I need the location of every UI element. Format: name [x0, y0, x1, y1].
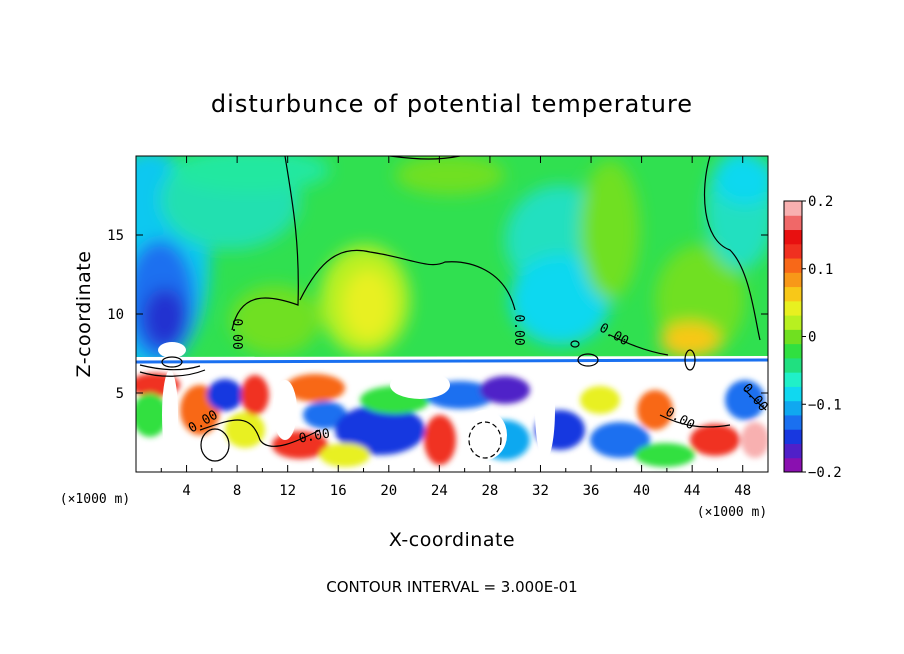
upper-layer-blobs: [136, 156, 768, 370]
lower-layer-blobs: [136, 373, 768, 467]
y-tick-label: 5: [116, 386, 124, 402]
contour-label: 0.00: [229, 318, 244, 349]
colorbar-swatch: [784, 357, 802, 373]
contour-line: [703, 156, 761, 341]
contour-line: [139, 369, 206, 377]
colorbar-swatch: [784, 372, 802, 387]
x-unit-right: (×1000 m): [697, 505, 767, 520]
colorbar-swatch: [784, 315, 802, 330]
colorbar-tick-label: −0.2: [808, 465, 842, 481]
contour-interval: CONTOUR INTERVAL = 3.000E-01: [326, 578, 577, 596]
contour-line: [389, 156, 461, 160]
contour-lines: [139, 156, 767, 462]
x-tick-label: 12: [279, 483, 296, 499]
colorbar-swatch: [784, 400, 802, 416]
colorbar-swatch: [784, 414, 802, 430]
contour-line: [139, 364, 201, 371]
x-tick-label: 48: [734, 483, 751, 499]
chart-title: disturbunce of potential temperature: [211, 90, 693, 118]
colorbar-swatch: [784, 443, 802, 459]
x-tick-label: 32: [532, 483, 549, 499]
colorbar-swatch: [784, 386, 802, 402]
colorbar-swatch: [784, 343, 802, 359]
y-tick-label: 10: [107, 307, 124, 323]
y-axis-label: Z-coordinate: [73, 251, 95, 378]
x-tick-label: 4: [182, 483, 190, 499]
x-unit-left: (×1000 m): [60, 492, 130, 507]
colorbar-swatch: [784, 229, 802, 245]
x-tick-label: 20: [380, 483, 397, 499]
contour-label: 0.00: [298, 426, 331, 446]
contour-line: [299, 249, 516, 311]
x-tick-label: 44: [684, 483, 701, 499]
colorbar-swatch: [784, 300, 802, 316]
heatmap-field: [136, 156, 768, 472]
colorbar-tick-label: 0.1: [808, 262, 833, 278]
colorbar-swatch: [784, 243, 802, 259]
colorbar-swatch: [784, 201, 802, 216]
interface-line: [136, 356, 768, 359]
x-tick-label: 40: [633, 483, 650, 499]
contour-line: [744, 389, 767, 411]
colorbar-swatch: [784, 286, 802, 302]
colorbar-swatch: [784, 429, 802, 444]
plot-area: 0.00 0.00 0.000.000.000.000.00: [135, 155, 770, 473]
contour-ellipse: [577, 353, 599, 367]
x-tick-label: 16: [330, 483, 347, 499]
colorbar-swatch: [784, 272, 802, 288]
x-tick-label: 36: [583, 483, 600, 499]
colorbar-tick-label: 0: [808, 330, 816, 346]
contour-ellipse: [570, 340, 580, 348]
contour-line: [231, 156, 299, 331]
y-axis: 5 10 15: [107, 228, 768, 402]
colorbar-swatch: [784, 457, 802, 473]
colorbar-swatch: [784, 258, 802, 273]
x-tick-label: 28: [481, 483, 498, 499]
contour-line: [609, 334, 669, 356]
interface-band: [136, 358, 768, 364]
colorbar-swatch: [784, 329, 802, 345]
contour-ellipse: [161, 356, 183, 368]
colorbar-tick-label: −0.1: [808, 397, 842, 413]
contour-line: [199, 419, 321, 447]
colorbar-tick-label: 0.2: [808, 194, 833, 210]
x-tick-label: 8: [233, 483, 241, 499]
colorbar-swatch: [784, 215, 802, 231]
contour-ellipse: [200, 428, 230, 462]
colorbar: 0.2 0.1 0 −0.1 −0.2: [783, 194, 842, 481]
contour-ellipse: [684, 349, 696, 371]
x-axis-label: X-coordinate: [389, 529, 515, 551]
x-axis: 4 8 12 16 20 24 28 32 36 40 44 48: [160, 156, 751, 499]
x-tick-label: 24: [431, 483, 448, 499]
contour-ellipse-negative: [468, 421, 502, 459]
contour-line: [659, 414, 731, 428]
y-tick-label: 15: [107, 228, 124, 244]
contour-label: 0.00: [511, 314, 526, 345]
white-cores: [158, 342, 702, 460]
